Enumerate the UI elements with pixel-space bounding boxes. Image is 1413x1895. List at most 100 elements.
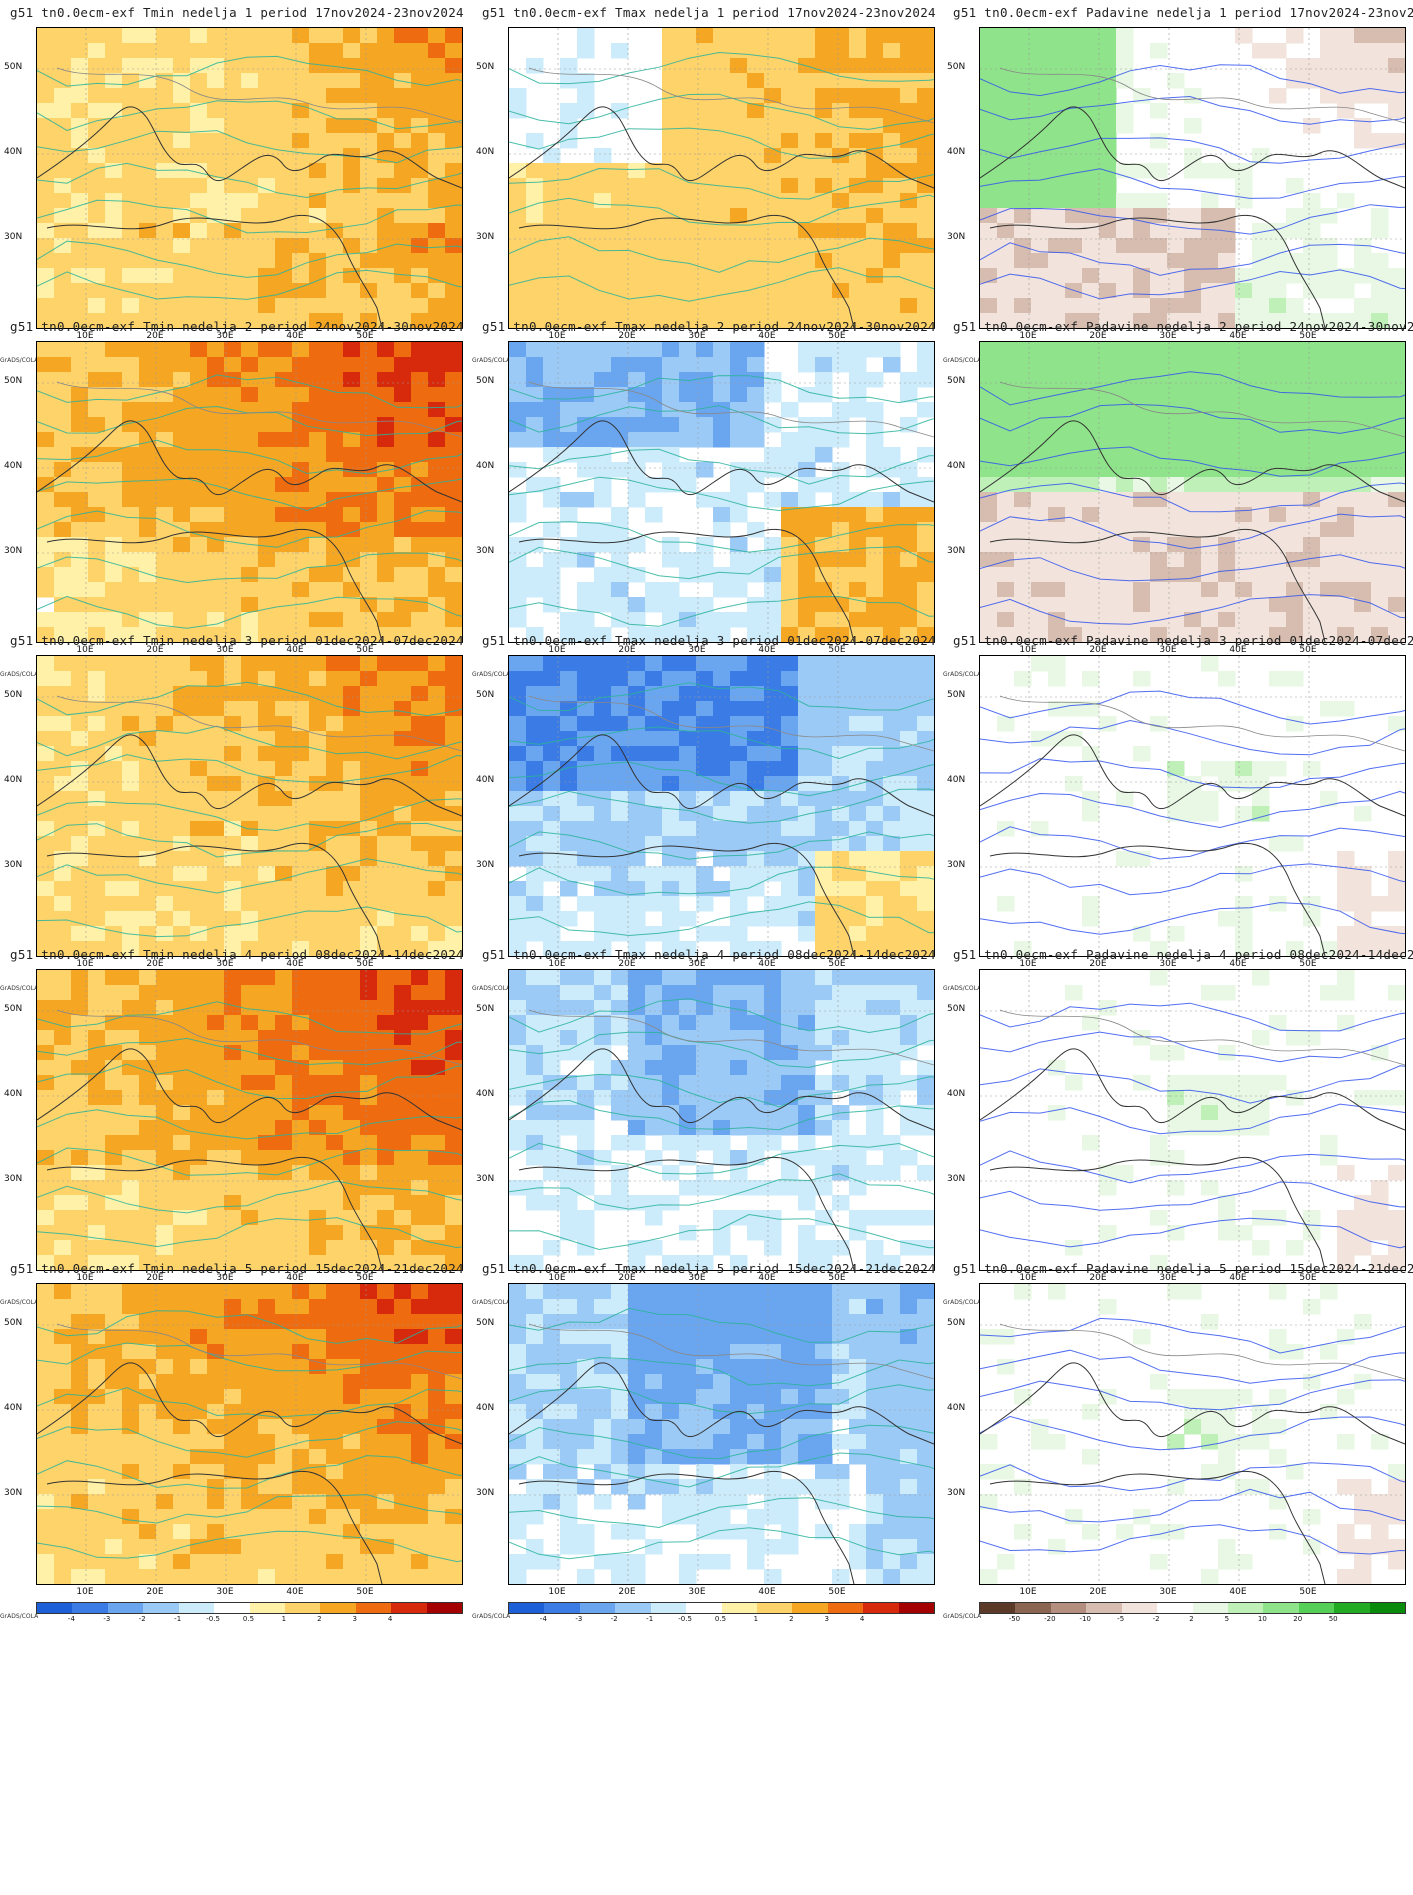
coastlines [37, 381, 462, 642]
y-tick-label: 40N [476, 1403, 495, 1413]
contour-lines [509, 998, 934, 1251]
map-panel: g51 tn0.0ecm-exf Tmax nedelja 5 period 1… [472, 1256, 942, 1634]
grads-credit: GrADS/COLA [0, 357, 39, 364]
y-tick-label: 30N [476, 1488, 495, 1498]
coastlines [37, 695, 462, 956]
grads-credit: GrADS/COLA [943, 1613, 982, 1620]
grads-credit: GrADS/COLA [943, 671, 982, 678]
colorbar-swatch [284, 1603, 321, 1613]
colorbar-label: -10 [1079, 1615, 1091, 1623]
x-tick-label: 20E [618, 645, 636, 655]
colorbar-swatch [686, 1603, 722, 1613]
x-tick-label: 10E [548, 331, 566, 341]
map-panel: g51 tn0.0ecm-exf Tmin nedelja 2 period 2… [0, 314, 470, 692]
colorbar-swatch [1157, 1603, 1193, 1613]
colorbar-label: 3 [352, 1615, 357, 1623]
contour-lines [980, 64, 1405, 300]
map-area [36, 27, 463, 329]
x-tick-label: 20E [1089, 331, 1107, 341]
x-tick-label: 10E [1019, 1587, 1037, 1597]
x-tick-label: 50E [828, 959, 846, 969]
x-tick-label: 40E [1229, 1273, 1247, 1283]
grads-credit: GrADS/COLA [472, 1613, 511, 1620]
grid-lines [509, 342, 934, 642]
colorbar-swatch [72, 1603, 108, 1613]
x-tick-label: 40E [1229, 645, 1247, 655]
grads-credit: GrADS/COLA [472, 985, 511, 992]
y-tick-label: 30N [4, 1174, 23, 1184]
x-tick-label: 40E [758, 645, 776, 655]
shaded-field [980, 1284, 1405, 1584]
map-area [36, 1283, 463, 1585]
colorbar-swatch [1334, 1603, 1370, 1613]
panel-title: g51 tn0.0ecm-exf Tmax nedelja 4 period 0… [482, 947, 936, 962]
shaded-field [37, 342, 462, 642]
x-tick-label: 50E [1299, 1587, 1317, 1597]
shaded-field [509, 342, 934, 642]
colorbar [508, 1602, 935, 1614]
y-tick-label: 50N [476, 1318, 495, 1328]
grid-lines [980, 970, 1405, 1270]
y-tick-label: 50N [476, 690, 495, 700]
map-panel: g51 tn0.0ecm-exf Tmax nedelja 1 period 1… [472, 0, 942, 378]
x-tick-label: 40E [1229, 959, 1247, 969]
x-tick-label: 30E [688, 1587, 706, 1597]
colorbar-swatch [1086, 1603, 1122, 1613]
map-panel: g51 tn0.0ecm-exf Padavine nedelja 2 peri… [943, 314, 1413, 692]
colorbar-label: 2 [317, 1615, 322, 1623]
shaded-field [980, 342, 1405, 642]
panel-title: g51 tn0.0ecm-exf Padavine nedelja 4 peri… [953, 947, 1413, 962]
colorbar-label: 3 [824, 1615, 829, 1623]
y-tick-label: 40N [476, 1089, 495, 1099]
coastlines [37, 1323, 462, 1584]
colorbar-swatch [1015, 1603, 1051, 1613]
x-tick-label: 30E [1159, 959, 1177, 969]
shaded-field [1048, 970, 1405, 1270]
colorbar-swatch [249, 1603, 285, 1613]
coastlines [509, 1009, 934, 1270]
colorbar-label: -2 [1152, 1615, 1160, 1623]
x-tick-label: 50E [356, 645, 374, 655]
coastlines [980, 1323, 1405, 1584]
x-tick-label: 20E [618, 1273, 636, 1283]
colorbar-label: -4 [539, 1615, 547, 1623]
grid-lines [509, 1284, 934, 1584]
grid-lines [980, 28, 1405, 328]
x-tick-label: 10E [1019, 959, 1037, 969]
coastlines [509, 1323, 934, 1584]
y-tick-label: 30N [4, 546, 23, 556]
colorbar-swatch [107, 1603, 144, 1613]
y-tick-label: 50N [947, 690, 966, 700]
colorbar-label: 10 [1257, 1615, 1267, 1623]
x-tick-label: 50E [1299, 331, 1317, 341]
colorbar-swatch [721, 1603, 757, 1613]
colorbar-label: -3 [575, 1615, 583, 1623]
y-tick-label: 30N [947, 1174, 966, 1184]
y-tick-label: 40N [947, 1403, 966, 1413]
x-tick-label: 40E [758, 959, 776, 969]
x-tick-label: 40E [286, 331, 304, 341]
map-area [36, 655, 463, 957]
x-tick-label: 30E [216, 1273, 234, 1283]
coastlines [980, 695, 1405, 956]
colorbar-swatch [1263, 1603, 1299, 1613]
grads-credit: GrADS/COLA [943, 357, 982, 364]
grid-lines [37, 656, 462, 956]
colorbar-label: -3 [103, 1615, 111, 1623]
x-tick-label: 40E [758, 1587, 776, 1597]
x-tick-label: 40E [758, 1273, 776, 1283]
contour-lines [37, 55, 462, 300]
panel-title: g51 tn0.0ecm-exf Tmin nedelja 2 period 2… [10, 319, 464, 334]
grads-credit: GrADS/COLA [943, 985, 982, 992]
colorbar-label: -2 [610, 1615, 618, 1623]
colorbar-swatch [579, 1603, 616, 1613]
panel-title: g51 tn0.0ecm-exf Padavine nedelja 2 peri… [953, 319, 1413, 334]
colorbar-label: -0.5 [206, 1615, 220, 1623]
y-tick-label: 30N [947, 232, 966, 242]
map-area [508, 969, 935, 1271]
y-tick-label: 50N [4, 1004, 23, 1014]
y-tick-label: 40N [4, 461, 23, 471]
colorbar-label: 4 [859, 1615, 865, 1623]
x-tick-label: 20E [618, 1587, 636, 1597]
x-tick-label: 50E [1299, 959, 1317, 969]
